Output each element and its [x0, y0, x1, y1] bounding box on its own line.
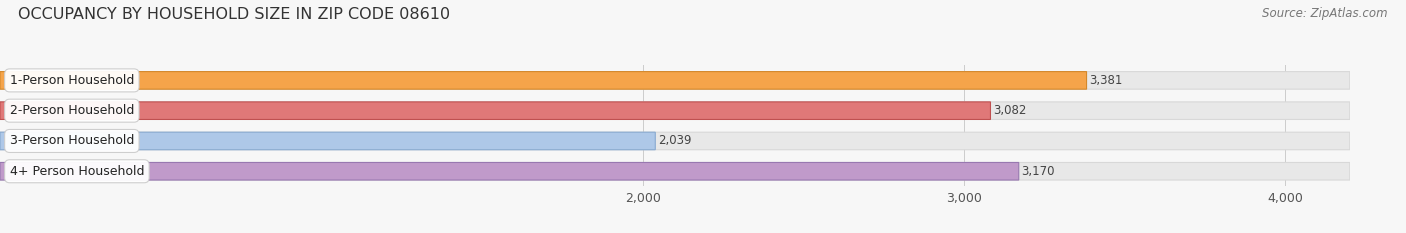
- FancyBboxPatch shape: [0, 102, 1350, 120]
- Text: 3,082: 3,082: [993, 104, 1026, 117]
- FancyBboxPatch shape: [0, 72, 1087, 89]
- Text: 1-Person Household: 1-Person Household: [10, 74, 134, 87]
- Text: 2-Person Household: 2-Person Household: [10, 104, 134, 117]
- Text: 3,170: 3,170: [1021, 165, 1054, 178]
- Text: 3-Person Household: 3-Person Household: [10, 134, 134, 147]
- Text: 2,039: 2,039: [658, 134, 692, 147]
- Text: Source: ZipAtlas.com: Source: ZipAtlas.com: [1263, 7, 1388, 20]
- Text: 4+ Person Household: 4+ Person Household: [10, 165, 145, 178]
- FancyBboxPatch shape: [0, 132, 655, 150]
- FancyBboxPatch shape: [0, 102, 990, 120]
- Text: 3,381: 3,381: [1090, 74, 1122, 87]
- FancyBboxPatch shape: [0, 162, 1019, 180]
- FancyBboxPatch shape: [0, 132, 1350, 150]
- Text: OCCUPANCY BY HOUSEHOLD SIZE IN ZIP CODE 08610: OCCUPANCY BY HOUSEHOLD SIZE IN ZIP CODE …: [18, 7, 450, 22]
- FancyBboxPatch shape: [0, 72, 1350, 89]
- FancyBboxPatch shape: [0, 162, 1350, 180]
